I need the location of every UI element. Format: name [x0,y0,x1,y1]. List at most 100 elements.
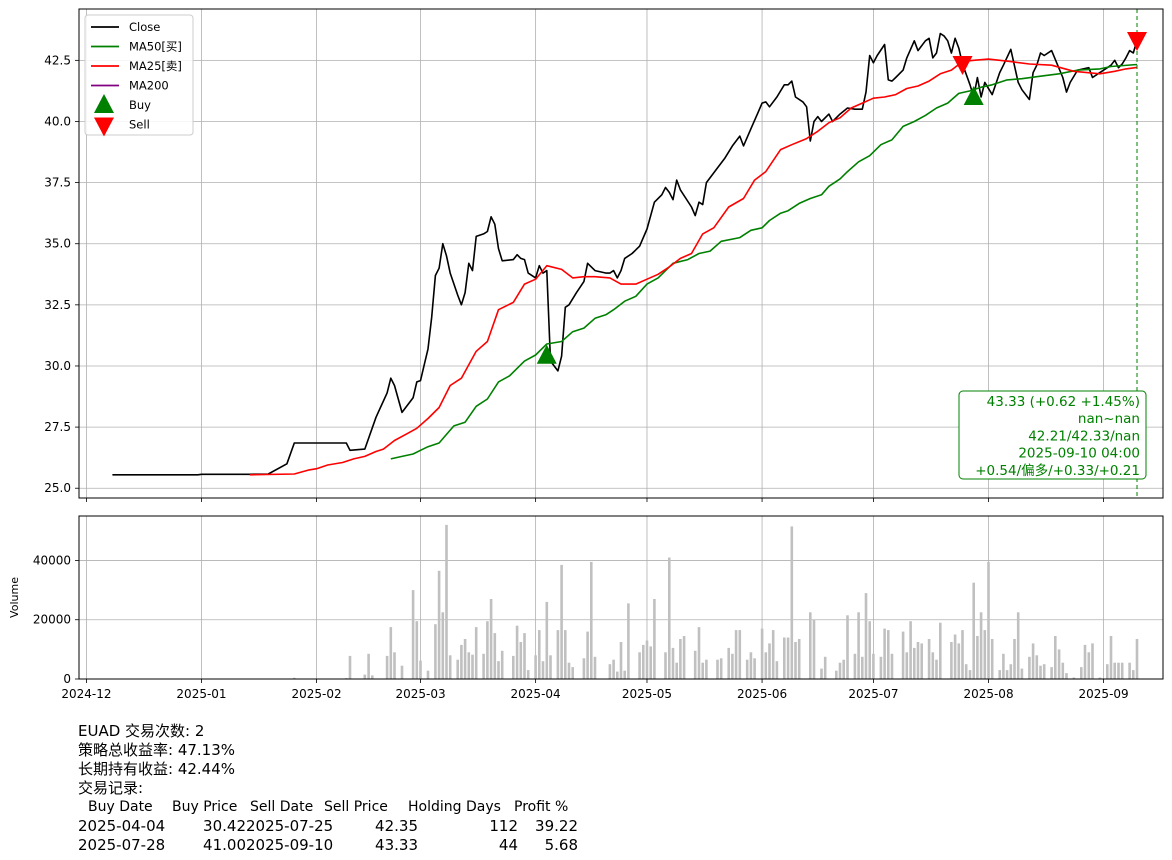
legend-box [84,14,194,136]
volume-bar [838,662,842,679]
volume-bar [456,659,459,679]
info-box-line: 43.33 (+0.62 +1.45%) [987,394,1140,410]
trade-cell: 2025-04-04 [78,817,166,835]
buy-marker [536,344,557,364]
volume-bar [367,653,370,679]
volume-bar [883,628,886,679]
volume-bar [616,671,619,679]
volume-bar [1002,653,1005,679]
volume-bar [976,636,979,679]
trade-cell: 41.00 [203,836,246,854]
volume-bar [953,634,957,679]
volume-bar [538,630,541,679]
volume-bar [608,664,612,679]
volume-bar [864,593,868,679]
info-box: 43.33 (+0.62 +1.45%)nan~nan42.21/42.33/n… [958,390,1147,480]
volume-xtick-label: 2025-07 [848,687,898,701]
volume-bar [489,599,493,679]
volume-bar [534,655,537,679]
trade-cell: 42.35 [375,817,418,835]
price-axes-frame [78,8,1164,499]
volume-bar [463,639,467,679]
volume-bar [371,675,374,679]
volume-ytick-label: 20000 [33,613,71,627]
volume-bar [794,642,797,679]
volume-bar [675,662,678,679]
volume-bar [753,658,756,679]
price-ytick-label: 42.5 [44,53,71,67]
volume-bar [567,662,571,679]
volume-bar [515,625,519,679]
trade-cell: 112 [489,817,518,835]
volume-bar [1113,662,1116,679]
trade-cell: 30.42 [203,817,246,835]
volume-bar [400,665,404,679]
sell-marker [1127,32,1148,52]
volume-bar [541,661,545,679]
volume-bar [460,644,463,679]
volume-xtick-label: 2025-01 [176,687,226,701]
volume-bar [419,660,422,679]
volume-bar [790,526,794,679]
info-box-line: nan~nan [1078,411,1140,427]
volume-bar [731,653,734,679]
volume-bar [693,650,697,679]
volume-bar [645,640,649,679]
legend-sell-icon [94,117,114,137]
volume-bar [868,621,871,679]
volume-bar [426,670,430,679]
volume-bar [853,653,857,679]
volume-bar [861,656,864,679]
volume-bar [1061,662,1065,679]
volume-bar [764,652,768,679]
volume-bar [775,661,779,679]
price-ytick-label: 25.0 [44,481,71,495]
volume-bar [545,601,549,679]
volume-xtick-label: 2025-03 [395,687,445,701]
volume-bar [348,655,352,679]
legend-label: Close [129,20,160,34]
legend-label: MA25[卖] [129,59,182,73]
volume-bar [1013,639,1016,679]
volume-bar [998,670,1001,679]
legend-label: MA200 [129,79,169,93]
volume-bar [939,622,942,679]
info-box-line: 2025-09-10 04:00 [1018,446,1140,462]
strategy-return-text: 策略总收益率: 47.13% [78,741,236,759]
volume-bar [526,670,530,679]
volume-bar [1083,644,1087,679]
info-box-line: 42.21/42.33/nan [1028,428,1140,444]
volume-bar [701,662,704,679]
volume-bar [972,582,975,679]
volume-bar [671,647,675,679]
volume-bar [820,668,823,679]
volume-bar [1106,664,1109,679]
volume-bar [1042,664,1046,679]
volume-bar [363,674,367,679]
volume-axes-frame [78,515,1164,680]
volume-bar [642,644,645,679]
volume-bar [500,650,504,679]
volume-bar [571,667,574,679]
volume-bar [961,630,964,679]
volume-bar [1009,664,1013,679]
volume-bar [771,630,775,679]
volume-bar [586,631,589,679]
trade-header-cell: Profit % [514,799,569,815]
volume-bar [697,627,701,679]
volume-bar [935,659,938,679]
trade-header-cell: Sell Price [324,799,388,815]
volume-bar [857,612,860,679]
trade-table: Buy Date Buy Price Sell Date Sell Price Hold… [78,798,584,855]
volume-bar [385,655,389,679]
legend-label: MA50[买] [129,40,182,54]
volume-bar [1091,643,1094,679]
volume-xtick-label: 2025-06 [737,687,787,701]
trade-row: 2025-07-28 41.002025-09-10 43.33 44 5.68 [78,836,584,855]
volume-bar [448,655,452,679]
sell-marker [952,56,973,76]
volume-bar [719,658,723,679]
volume-ylabel: Volume [8,577,21,618]
trade-log-title: 交易记录: [78,779,144,797]
volume-bar [783,637,786,679]
